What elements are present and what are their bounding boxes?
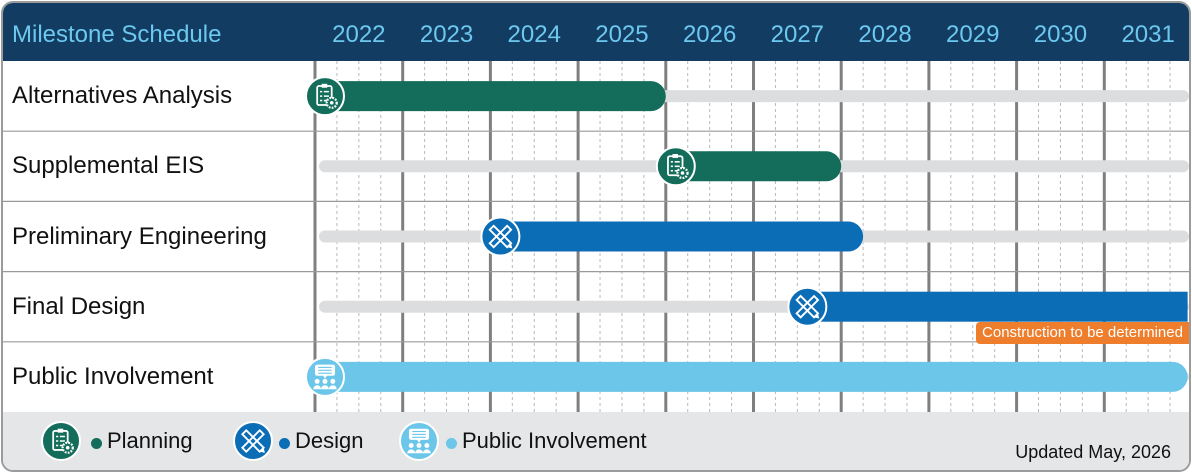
row-label: Supplemental EIS [12, 152, 205, 180]
row-label: Final Design [12, 292, 146, 320]
phase-bar [490, 221, 864, 252]
year-label: 2029 [946, 21, 1000, 48]
year-label: 2022 [332, 21, 386, 48]
legend-dot [446, 438, 457, 449]
phase-bar [665, 151, 842, 182]
pencil-ruler-icon [233, 421, 273, 461]
header-title: Milestone Schedule [12, 21, 222, 48]
legend-dot [91, 438, 102, 449]
year-label: 2023 [419, 21, 474, 48]
year-label: 2024 [507, 21, 561, 48]
row-label: Alternatives Analysis [12, 82, 233, 110]
gantt-chart [3, 61, 1189, 412]
people-speech-icon [399, 421, 439, 461]
year-label: 2027 [770, 21, 825, 48]
row-label: Public Involvement [12, 362, 214, 390]
pencil-ruler-icon [787, 286, 828, 327]
legend-label: Public Involvement [462, 428, 647, 453]
phase-bar [315, 81, 666, 112]
clipboard-gear-icon [41, 421, 81, 461]
pencil-ruler-icon [233, 421, 273, 461]
year-label: 2026 [682, 21, 737, 48]
legend-dot [279, 438, 290, 449]
phase-bar [797, 291, 1188, 322]
legend-label: Design [295, 428, 364, 453]
people-speech-icon [399, 421, 439, 461]
clipboard-gear-icon [41, 421, 81, 461]
legend-label: Planning [107, 428, 193, 453]
year-label: 2028 [858, 21, 912, 48]
year-label: 2031 [1121, 21, 1175, 48]
year-label: 2030 [1033, 21, 1088, 48]
people-speech-icon [305, 356, 345, 397]
phase-bar [315, 361, 1188, 392]
row-label: Preliminary Engineering [12, 222, 267, 250]
year-label: 2025 [595, 21, 649, 48]
construction-tag: Construction to be determined [976, 322, 1189, 344]
header-bar: Milestone Schedule 2022 2023 2024 2025 2026 2… [3, 3, 1189, 61]
clipboard-gear-icon [305, 76, 345, 117]
updated-note: Updated May, 2026 [1015, 442, 1171, 462]
pencil-ruler-icon [480, 216, 521, 257]
clipboard-gear-icon [655, 146, 696, 187]
legend: Planning Design Public Involvement Updated… [3, 412, 1189, 470]
